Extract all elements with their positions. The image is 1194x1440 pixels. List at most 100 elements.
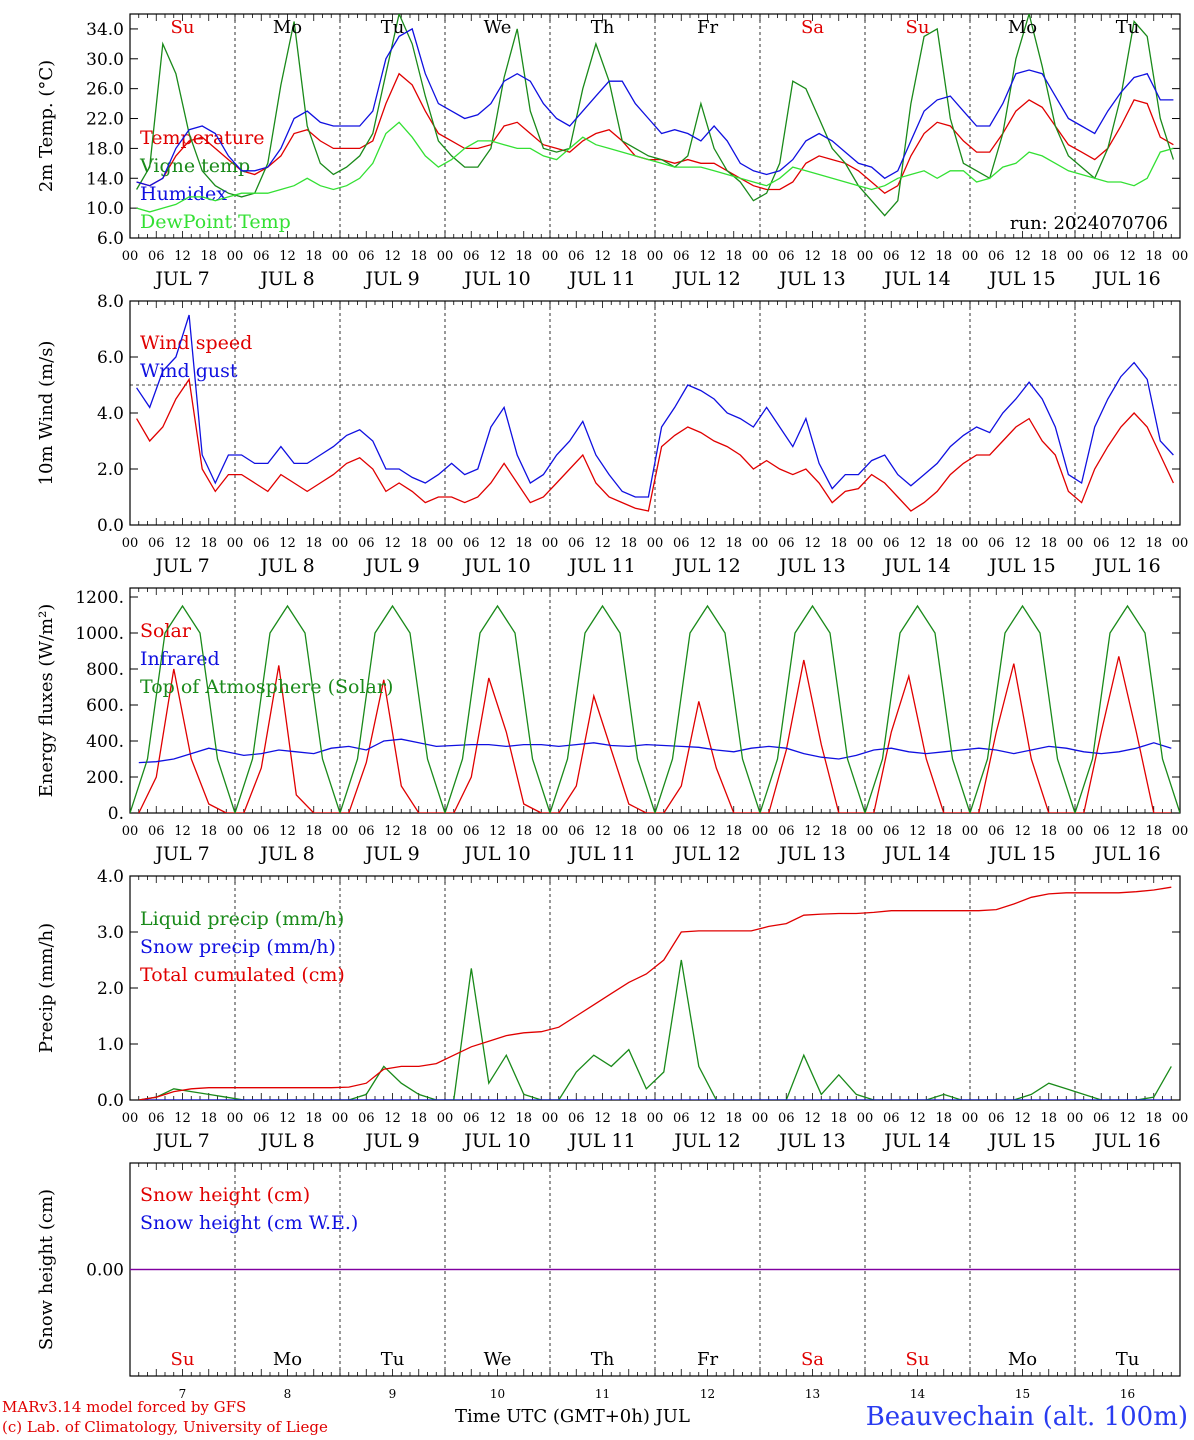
hour-label: 18 bbox=[1040, 536, 1057, 551]
weekday-label: We bbox=[484, 1349, 512, 1370]
y-axis-label: Precip (mm/h) bbox=[36, 923, 57, 1053]
date-label: JUL 12 bbox=[672, 268, 740, 290]
y-tick-label: 2.0 bbox=[97, 979, 124, 999]
y-tick-label: 6.0 bbox=[97, 348, 124, 368]
hour-label: 06 bbox=[148, 536, 165, 551]
hour-label: 06 bbox=[883, 536, 900, 551]
series-line-wind-gust bbox=[136, 314, 1174, 498]
hour-label: 00 bbox=[332, 536, 349, 551]
y-tick-label: 3.0 bbox=[97, 923, 124, 943]
hour-label: 00 bbox=[332, 249, 349, 264]
date-label: JUL 10 bbox=[462, 1130, 530, 1152]
hour-label: 00 bbox=[857, 249, 874, 264]
legend-entry: Snow precip (mm/h) bbox=[140, 936, 336, 958]
hour-label: 00 bbox=[962, 536, 979, 551]
date-label: JUL 7 bbox=[153, 1130, 209, 1152]
y-tick-label: 4.0 bbox=[97, 867, 124, 887]
date-label: JUL 14 bbox=[882, 843, 950, 865]
weekday-label: Tu bbox=[381, 1349, 405, 1370]
y-tick-label: 2.0 bbox=[97, 460, 124, 480]
date-label: JUL 10 bbox=[462, 555, 530, 577]
hour-label: 18 bbox=[1145, 1111, 1162, 1126]
hour-label: 00 bbox=[962, 1111, 979, 1126]
series-line-total-cumulated-cm- bbox=[138, 886, 1172, 1100]
hour-label: 12 bbox=[489, 536, 506, 551]
hour-label: 18 bbox=[515, 1111, 532, 1126]
hour-label: 00 bbox=[647, 1111, 664, 1126]
weekday-label: Tu bbox=[381, 17, 405, 38]
hour-label: 12 bbox=[174, 824, 191, 839]
date-label: JUL 11 bbox=[567, 555, 635, 577]
y-tick-label: 0.00 bbox=[86, 1261, 124, 1281]
hour-label: 06 bbox=[568, 1111, 585, 1126]
y-axis-label: 2m Temp. (°C) bbox=[36, 60, 57, 192]
run-label: run: 2024070706 bbox=[1010, 213, 1168, 234]
hour-label: 18 bbox=[305, 824, 322, 839]
hour-label: 12 bbox=[1119, 249, 1136, 264]
date-label: JUL 7 bbox=[153, 268, 209, 290]
hour-label: 18 bbox=[200, 249, 217, 264]
y-tick-label: 1.0 bbox=[97, 1035, 124, 1055]
hour-label: 00 bbox=[542, 536, 559, 551]
hour-label: 06 bbox=[358, 1111, 375, 1126]
hour-label: 12 bbox=[909, 249, 926, 264]
hour-label: 18 bbox=[830, 249, 847, 264]
hour-label: 12 bbox=[279, 824, 296, 839]
date-label: JUL 16 bbox=[1092, 843, 1160, 865]
lab-credit: (c) Lab. of Climatology, University of L… bbox=[2, 1418, 328, 1436]
date-label: JUL 12 bbox=[672, 843, 740, 865]
hour-label: 06 bbox=[358, 824, 375, 839]
hour-label: 12 bbox=[384, 536, 401, 551]
date-label: JUL 11 bbox=[567, 843, 635, 865]
legend-entry: Vigne temp bbox=[139, 155, 250, 177]
hour-label: 18 bbox=[515, 249, 532, 264]
weekday-label: Mo bbox=[1008, 17, 1037, 38]
legend-entry: Liquid precip (mm/h) bbox=[140, 908, 344, 930]
weekday-label: We bbox=[484, 17, 512, 38]
date-label: JUL 12 bbox=[672, 1130, 740, 1152]
hour-label: 18 bbox=[830, 824, 847, 839]
panel-frame bbox=[129, 300, 1181, 526]
hour-label: 12 bbox=[594, 1111, 611, 1126]
hour-label: 12 bbox=[384, 1111, 401, 1126]
hour-label: 18 bbox=[620, 824, 637, 839]
date-label: JUL 7 bbox=[153, 555, 209, 577]
legend-entry: Snow height (cm W.E.) bbox=[140, 1212, 358, 1234]
y-tick-label: 600. bbox=[86, 696, 124, 716]
hour-label: 18 bbox=[1145, 536, 1162, 551]
hour-label: 18 bbox=[410, 249, 427, 264]
hour-label: 18 bbox=[1145, 824, 1162, 839]
date-number: 15 bbox=[1015, 1387, 1030, 1401]
hour-label: 00 bbox=[437, 249, 454, 264]
hour-label: 00 bbox=[752, 824, 769, 839]
date-number: 7 bbox=[179, 1387, 187, 1401]
series-line-wind-speed bbox=[136, 377, 1174, 512]
date-number: 12 bbox=[700, 1387, 715, 1401]
y-tick-label: 22.0 bbox=[86, 110, 124, 130]
hour-label: 12 bbox=[804, 824, 821, 839]
weekday-label: Th bbox=[591, 1349, 615, 1370]
hour-label: 12 bbox=[699, 1111, 716, 1126]
series-line-dewpoint-temp bbox=[136, 121, 1174, 213]
hour-label: 06 bbox=[358, 249, 375, 264]
hour-label: 06 bbox=[253, 1111, 270, 1126]
date-label: JUL 7 bbox=[153, 843, 209, 865]
hour-label: 06 bbox=[463, 824, 480, 839]
date-label: JUL 15 bbox=[987, 555, 1055, 577]
weekday-label: Su bbox=[171, 1349, 195, 1370]
hour-label: 18 bbox=[620, 249, 637, 264]
hour-label: 12 bbox=[279, 249, 296, 264]
hour-label: 00 bbox=[857, 824, 874, 839]
hour-label: 18 bbox=[410, 824, 427, 839]
y-tick-label: 800. bbox=[86, 660, 124, 680]
weekday-label: Fr bbox=[697, 17, 718, 38]
weekday-label: Su bbox=[906, 1349, 930, 1370]
hour-label: 18 bbox=[1040, 249, 1057, 264]
hour-label: 12 bbox=[804, 249, 821, 264]
y-tick-label: 30.0 bbox=[86, 50, 124, 70]
hour-label: 18 bbox=[515, 824, 532, 839]
hour-label: 06 bbox=[778, 536, 795, 551]
hour-label: 06 bbox=[1093, 1111, 1110, 1126]
weekday-label: Sa bbox=[801, 17, 824, 38]
hour-label: 00 bbox=[752, 536, 769, 551]
